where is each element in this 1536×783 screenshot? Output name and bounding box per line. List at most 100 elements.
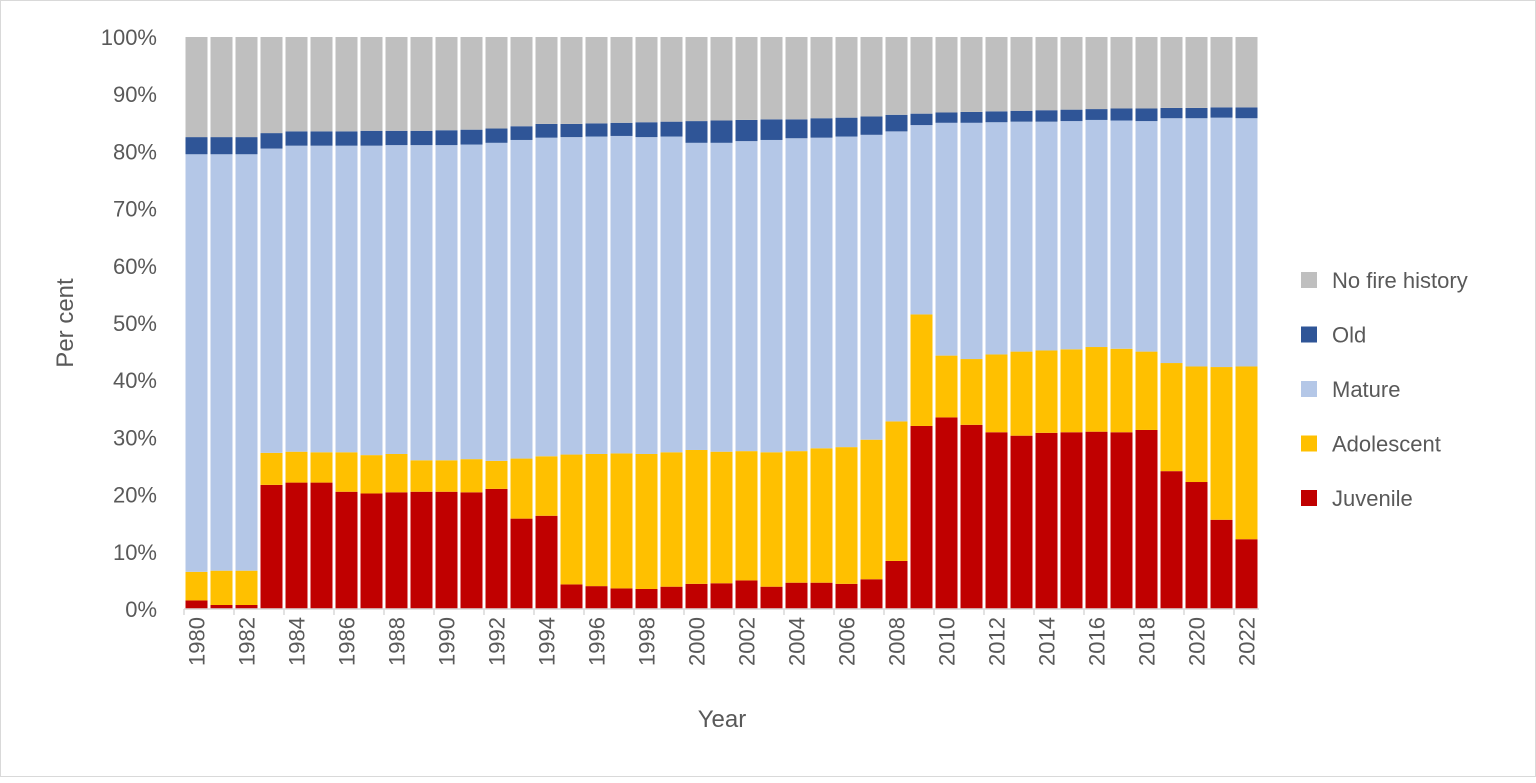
legend-label: Mature bbox=[1332, 377, 1400, 402]
bar-segment-adolescent-1985 bbox=[310, 452, 333, 483]
bar-segment-juvenile-1990 bbox=[435, 491, 458, 609]
bar-segment-old-2009 bbox=[910, 113, 933, 126]
bar-segment-old-2002 bbox=[735, 119, 758, 142]
bar-segment-juvenile-1980 bbox=[185, 600, 208, 609]
bar-segment-juvenile-1986 bbox=[335, 491, 358, 609]
bar-segment-juvenile-2011 bbox=[960, 424, 983, 609]
x-tick-label: 2006 bbox=[835, 617, 860, 666]
bar-segment-old-2022 bbox=[1235, 107, 1258, 119]
bar-segment-mature-2006 bbox=[835, 136, 858, 448]
x-tick-label: 1998 bbox=[635, 617, 660, 666]
bar-segment-old-1991 bbox=[460, 129, 483, 145]
bar-segment-juvenile-2012 bbox=[985, 432, 1008, 609]
bar-segment-no-fire-history-1983 bbox=[260, 37, 283, 134]
bar-segment-juvenile-2008 bbox=[885, 560, 908, 609]
bar-segment-adolescent-1999 bbox=[660, 452, 683, 587]
bar-segment-adolescent-2012 bbox=[985, 354, 1008, 433]
y-tick-label: 100% bbox=[101, 25, 157, 50]
bar-segment-juvenile-1983 bbox=[260, 484, 283, 609]
bar-segment-no-fire-history-1994 bbox=[535, 37, 558, 124]
bar-segment-old-2018 bbox=[1135, 108, 1158, 122]
bar-segment-no-fire-history-2001 bbox=[710, 37, 733, 121]
bar-segment-no-fire-history-2012 bbox=[985, 37, 1008, 112]
bar-segment-no-fire-history-1995 bbox=[560, 37, 583, 124]
x-tick-label: 1982 bbox=[235, 617, 260, 666]
bar-segment-juvenile-1998 bbox=[635, 588, 658, 609]
bar-segment-adolescent-2003 bbox=[760, 452, 783, 587]
bar-segment-mature-2003 bbox=[760, 139, 783, 453]
bar-segment-adolescent-1996 bbox=[585, 453, 608, 587]
bar-segment-juvenile-2016 bbox=[1085, 431, 1108, 609]
bar-segment-no-fire-history-2002 bbox=[735, 37, 758, 120]
bar-segment-old-2020 bbox=[1185, 107, 1208, 119]
bar-segment-old-2003 bbox=[760, 119, 783, 140]
bar-segment-no-fire-history-2000 bbox=[685, 37, 708, 122]
bar-segment-juvenile-1992 bbox=[485, 488, 508, 609]
bar-segment-old-2013 bbox=[1010, 110, 1033, 122]
bar-segment-adolescent-2019 bbox=[1160, 363, 1183, 472]
bar-segment-juvenile-2022 bbox=[1235, 539, 1258, 609]
y-tick-label: 0% bbox=[125, 597, 157, 622]
y-tick-label: 10% bbox=[113, 540, 157, 565]
bar-segment-no-fire-history-2014 bbox=[1035, 37, 1058, 111]
bar-segment-mature-2002 bbox=[735, 141, 758, 452]
x-tick-label: 1988 bbox=[385, 617, 410, 666]
bar-segment-juvenile-2007 bbox=[860, 579, 883, 609]
bar-segment-mature-2005 bbox=[810, 137, 833, 449]
bar-segment-mature-1998 bbox=[635, 137, 658, 454]
bar-segment-old-1998 bbox=[635, 122, 658, 138]
x-tick-label: 2012 bbox=[985, 617, 1010, 666]
bar-segment-mature-2008 bbox=[885, 131, 908, 422]
bar-segment-old-1985 bbox=[310, 131, 333, 146]
bar-segment-no-fire-history-1999 bbox=[660, 37, 683, 122]
bar-segment-no-fire-history-2010 bbox=[935, 37, 958, 113]
bar-segment-juvenile-2020 bbox=[1185, 482, 1208, 609]
bar-segment-juvenile-1996 bbox=[585, 586, 608, 609]
legend-label: No fire history bbox=[1332, 268, 1468, 293]
bar-segment-no-fire-history-1987 bbox=[360, 37, 383, 131]
bar-segment-no-fire-history-1996 bbox=[585, 37, 608, 124]
x-tick-label: 1994 bbox=[535, 617, 560, 666]
bar-segment-adolescent-1993 bbox=[510, 458, 533, 519]
bar-segment-mature-2009 bbox=[910, 125, 933, 315]
bar-segment-juvenile-2010 bbox=[935, 417, 958, 609]
x-tick-label: 1984 bbox=[285, 617, 310, 666]
bar-segment-mature-1980 bbox=[185, 154, 208, 572]
bar-segment-old-2008 bbox=[885, 114, 908, 132]
bar-segment-juvenile-2006 bbox=[835, 583, 858, 609]
bar-segment-mature-1984 bbox=[285, 145, 308, 452]
bar-segment-adolescent-2010 bbox=[935, 355, 958, 418]
bar-segment-juvenile-2003 bbox=[760, 586, 783, 609]
bar-segment-no-fire-history-1988 bbox=[385, 37, 408, 131]
bar-segment-old-1984 bbox=[285, 131, 308, 146]
bar-segment-adolescent-2016 bbox=[1085, 347, 1108, 432]
bar-segment-adolescent-2001 bbox=[710, 451, 733, 584]
bar-segment-juvenile-1984 bbox=[285, 482, 308, 609]
bar-segment-juvenile-2001 bbox=[710, 583, 733, 609]
x-tick-label: 2000 bbox=[685, 617, 710, 666]
legend-swatch bbox=[1301, 435, 1317, 452]
bar-segment-adolescent-1990 bbox=[435, 460, 458, 492]
bar-segment-juvenile-1982 bbox=[235, 604, 258, 609]
x-tick-label: 2004 bbox=[785, 617, 810, 666]
bar-segment-mature-1991 bbox=[460, 144, 483, 460]
x-tick-label: 1980 bbox=[185, 617, 210, 666]
legend-swatch bbox=[1301, 381, 1317, 397]
bar-segment-mature-2010 bbox=[935, 122, 958, 356]
bar-segment-mature-1989 bbox=[410, 145, 433, 461]
bar-segment-adolescent-2022 bbox=[1235, 366, 1258, 540]
bar-segment-juvenile-2021 bbox=[1210, 519, 1233, 609]
y-tick-label: 70% bbox=[113, 197, 157, 222]
bar-segment-no-fire-history-1986 bbox=[335, 37, 358, 132]
bar-segment-adolescent-1997 bbox=[610, 453, 633, 589]
bar-segment-adolescent-2014 bbox=[1035, 350, 1058, 433]
bar-segment-no-fire-history-1989 bbox=[410, 37, 433, 131]
bar-segment-old-2017 bbox=[1110, 108, 1133, 121]
legend-label: Juvenile bbox=[1332, 486, 1413, 511]
bar-segment-mature-1986 bbox=[335, 145, 358, 453]
bar-segment-adolescent-2021 bbox=[1210, 367, 1233, 520]
bar-segment-no-fire-history-1993 bbox=[510, 37, 533, 127]
bar-segment-old-1989 bbox=[410, 130, 433, 146]
